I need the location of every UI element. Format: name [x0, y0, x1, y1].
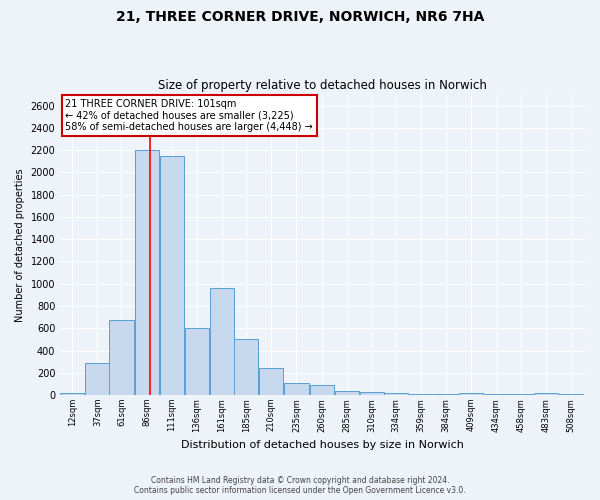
Bar [559, 394, 583, 395]
Bar [484, 394, 509, 395]
Bar [234, 340, 258, 395]
Bar [310, 385, 334, 395]
Bar [335, 391, 359, 395]
X-axis label: Distribution of detached houses by size in Norwich: Distribution of detached houses by size … [181, 440, 464, 450]
Bar [360, 392, 384, 395]
Bar [284, 383, 308, 395]
Text: 21, THREE CORNER DRIVE, NORWICH, NR6 7HA: 21, THREE CORNER DRIVE, NORWICH, NR6 7HA [116, 10, 484, 24]
Bar [259, 368, 283, 395]
Bar [509, 394, 533, 395]
Bar [534, 394, 558, 395]
Bar [85, 362, 109, 395]
Bar [109, 320, 134, 395]
Bar [409, 394, 433, 395]
Bar [384, 393, 408, 395]
Bar [185, 328, 209, 395]
Bar [134, 150, 158, 395]
Bar [460, 394, 484, 395]
Bar [434, 394, 458, 395]
Bar [210, 288, 234, 395]
Bar [60, 393, 84, 395]
Bar [160, 156, 184, 395]
Y-axis label: Number of detached properties: Number of detached properties [15, 168, 25, 322]
Text: 21 THREE CORNER DRIVE: 101sqm
← 42% of detached houses are smaller (3,225)
58% o: 21 THREE CORNER DRIVE: 101sqm ← 42% of d… [65, 99, 313, 132]
Text: Contains HM Land Registry data © Crown copyright and database right 2024.
Contai: Contains HM Land Registry data © Crown c… [134, 476, 466, 495]
Title: Size of property relative to detached houses in Norwich: Size of property relative to detached ho… [158, 79, 487, 92]
